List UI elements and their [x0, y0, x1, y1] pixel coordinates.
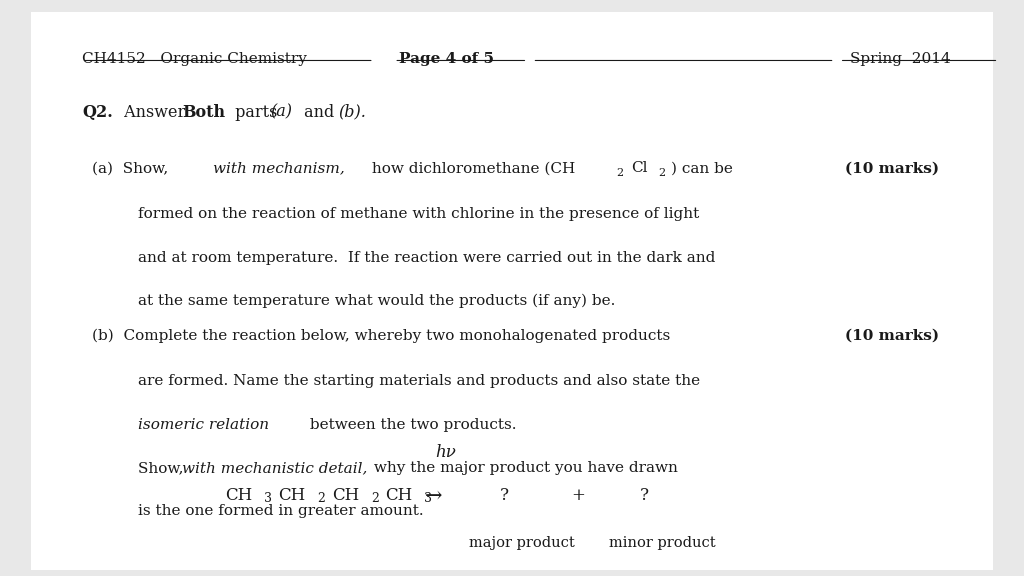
Text: Q2.: Q2.: [82, 104, 113, 121]
Text: hν: hν: [435, 444, 456, 461]
Text: between the two products.: between the two products.: [305, 418, 517, 431]
Text: ) can be: ) can be: [671, 161, 732, 175]
Text: +: +: [571, 487, 586, 504]
Text: (a)  Show,: (a) Show,: [92, 161, 173, 175]
Text: Spring  2014: Spring 2014: [850, 52, 950, 66]
Text: Page 4 of 5: Page 4 of 5: [399, 52, 495, 66]
Text: CH: CH: [279, 487, 306, 504]
Text: Show,: Show,: [138, 461, 188, 475]
Text: Answer: Answer: [119, 104, 190, 121]
Text: (b).: (b).: [338, 104, 366, 121]
Text: 2: 2: [371, 492, 379, 506]
Text: and at room temperature.  If the reaction were carried out in the dark and: and at room temperature. If the reaction…: [138, 251, 716, 264]
Text: how dichloromethane (CH: how dichloromethane (CH: [367, 161, 574, 175]
Text: 2: 2: [658, 168, 666, 178]
Text: ?: ?: [500, 487, 509, 504]
FancyBboxPatch shape: [31, 12, 993, 570]
Text: Cl: Cl: [631, 161, 647, 175]
Text: formed on the reaction of methane with chlorine in the presence of light: formed on the reaction of methane with c…: [138, 207, 699, 221]
Text: and: and: [299, 104, 339, 121]
Text: major product: major product: [469, 536, 574, 550]
Text: minor product: minor product: [609, 536, 716, 550]
Text: (10 marks): (10 marks): [845, 161, 939, 175]
Text: (b)  Complete the reaction below, whereby two monohalogenated products: (b) Complete the reaction below, whereby…: [92, 328, 675, 343]
Text: are formed. Name the starting materials and products and also state the: are formed. Name the starting materials …: [138, 374, 700, 388]
Text: with mechanism,: with mechanism,: [213, 161, 345, 175]
Text: Both: Both: [182, 104, 225, 121]
Text: CH: CH: [225, 487, 253, 504]
Text: parts: parts: [230, 104, 283, 121]
Text: 3: 3: [424, 492, 432, 506]
Text: (10 marks): (10 marks): [845, 328, 939, 342]
Text: with mechanistic detail,: with mechanistic detail,: [182, 461, 368, 475]
Text: why the major product you have drawn: why the major product you have drawn: [369, 461, 678, 475]
Text: →: →: [425, 487, 442, 506]
Text: 3: 3: [264, 492, 272, 506]
Text: isomeric relation: isomeric relation: [138, 418, 269, 431]
Text: is the one formed in greater amount.: is the one formed in greater amount.: [138, 504, 424, 518]
Text: CH: CH: [385, 487, 413, 504]
Text: ?: ?: [640, 487, 649, 504]
Text: (a): (a): [270, 104, 292, 121]
Text: 2: 2: [317, 492, 326, 506]
Text: CH: CH: [332, 487, 359, 504]
Text: CH4152   Organic Chemistry: CH4152 Organic Chemistry: [82, 52, 307, 66]
Text: at the same temperature what would the products (if any) be.: at the same temperature what would the p…: [138, 294, 615, 308]
Text: 2: 2: [616, 168, 624, 178]
